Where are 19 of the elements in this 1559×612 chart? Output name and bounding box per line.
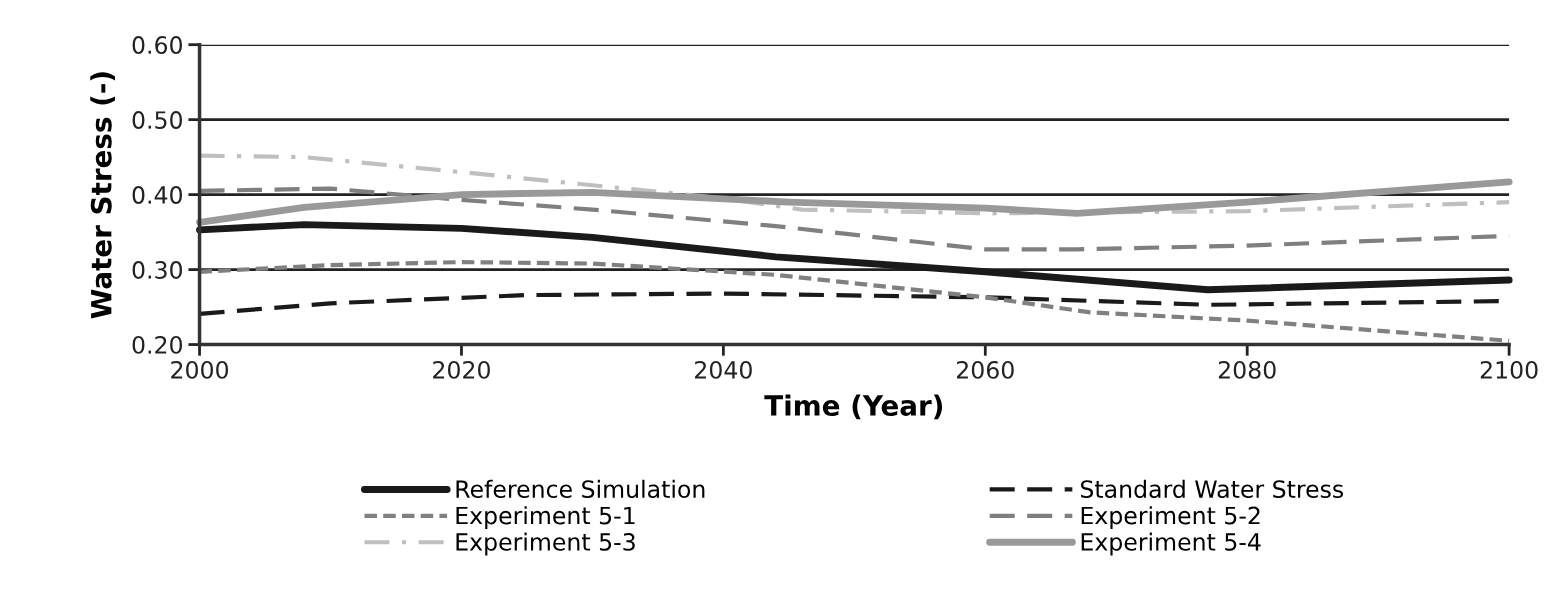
legend-label: Standard Water Stress xyxy=(1080,479,1344,499)
x-tick-label: 2020 xyxy=(433,360,490,379)
x-tick-label: 2040 xyxy=(695,360,752,379)
y-axis-title: Water Stress (-) xyxy=(90,72,116,319)
legend-label: Experiment 5-3 xyxy=(456,532,635,556)
legend-label: Experiment 5-1 xyxy=(456,506,635,529)
x-tick-label: 2080 xyxy=(1218,360,1276,379)
x-tick-label: 2100 xyxy=(1480,360,1538,379)
y-tick-label: 0.20 xyxy=(132,336,183,354)
y-tick-label: 0.50 xyxy=(132,111,183,129)
y-tick-label: 0.30 xyxy=(132,261,183,279)
legend-label: Experiment 5-4 xyxy=(1081,532,1261,556)
legend-label: Experiment 5-2 xyxy=(1081,506,1260,529)
x-tick-label: 2000 xyxy=(171,360,229,379)
legend-label: Reference Simulation xyxy=(456,479,705,499)
x-axis-title: Time (Year) xyxy=(764,394,943,420)
x-tick-label: 2060 xyxy=(956,360,1014,379)
y-tick-label: 0.40 xyxy=(132,186,183,204)
y-tick-label: 0.60 xyxy=(132,36,183,54)
